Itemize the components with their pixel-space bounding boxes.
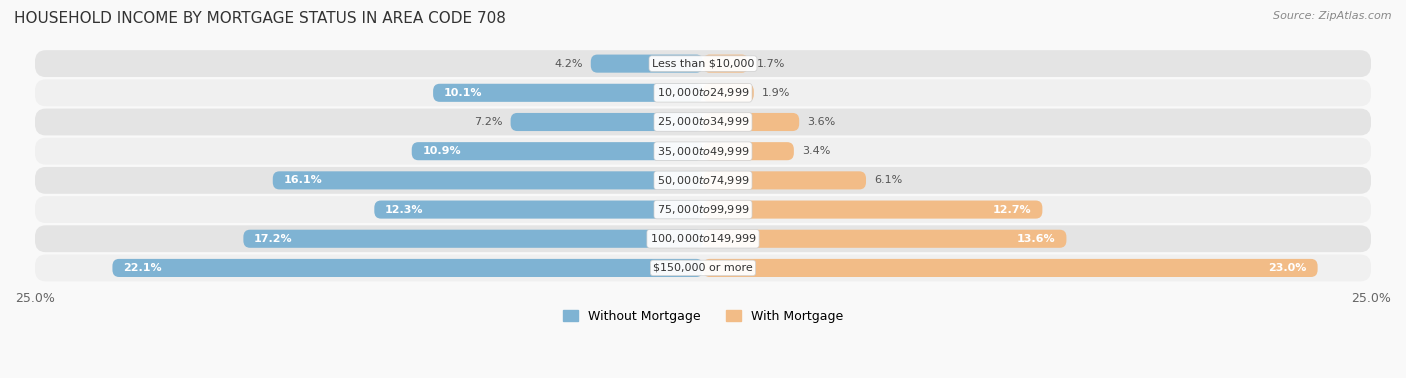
Text: HOUSEHOLD INCOME BY MORTGAGE STATUS IN AREA CODE 708: HOUSEHOLD INCOME BY MORTGAGE STATUS IN A… bbox=[14, 11, 506, 26]
Text: 16.1%: 16.1% bbox=[284, 175, 322, 185]
Text: 10.1%: 10.1% bbox=[444, 88, 482, 98]
Text: $50,000 to $74,999: $50,000 to $74,999 bbox=[657, 174, 749, 187]
FancyBboxPatch shape bbox=[35, 254, 1371, 281]
FancyBboxPatch shape bbox=[703, 84, 754, 102]
Text: $10,000 to $24,999: $10,000 to $24,999 bbox=[657, 86, 749, 99]
FancyBboxPatch shape bbox=[35, 50, 1371, 77]
Text: $25,000 to $34,999: $25,000 to $34,999 bbox=[657, 116, 749, 129]
FancyBboxPatch shape bbox=[591, 54, 703, 73]
FancyBboxPatch shape bbox=[273, 171, 703, 189]
Text: 12.3%: 12.3% bbox=[385, 204, 423, 215]
Text: 4.2%: 4.2% bbox=[554, 59, 582, 69]
FancyBboxPatch shape bbox=[35, 79, 1371, 106]
Text: 10.9%: 10.9% bbox=[422, 146, 461, 156]
FancyBboxPatch shape bbox=[703, 171, 866, 189]
FancyBboxPatch shape bbox=[35, 196, 1371, 223]
FancyBboxPatch shape bbox=[703, 54, 748, 73]
Text: Less than $10,000: Less than $10,000 bbox=[652, 59, 754, 69]
Text: 3.4%: 3.4% bbox=[801, 146, 831, 156]
FancyBboxPatch shape bbox=[510, 113, 703, 131]
FancyBboxPatch shape bbox=[35, 225, 1371, 252]
Text: 1.7%: 1.7% bbox=[756, 59, 785, 69]
FancyBboxPatch shape bbox=[703, 113, 799, 131]
FancyBboxPatch shape bbox=[703, 142, 794, 160]
Text: 6.1%: 6.1% bbox=[875, 175, 903, 185]
FancyBboxPatch shape bbox=[35, 167, 1371, 194]
Text: $35,000 to $49,999: $35,000 to $49,999 bbox=[657, 145, 749, 158]
Text: 17.2%: 17.2% bbox=[254, 234, 292, 244]
FancyBboxPatch shape bbox=[412, 142, 703, 160]
FancyBboxPatch shape bbox=[374, 200, 703, 218]
FancyBboxPatch shape bbox=[703, 259, 1317, 277]
Text: $100,000 to $149,999: $100,000 to $149,999 bbox=[650, 232, 756, 245]
FancyBboxPatch shape bbox=[112, 259, 703, 277]
Text: 22.1%: 22.1% bbox=[124, 263, 162, 273]
Text: 23.0%: 23.0% bbox=[1268, 263, 1308, 273]
Text: 13.6%: 13.6% bbox=[1017, 234, 1056, 244]
Text: 12.7%: 12.7% bbox=[993, 204, 1032, 215]
Text: 1.9%: 1.9% bbox=[762, 88, 790, 98]
FancyBboxPatch shape bbox=[433, 84, 703, 102]
Text: $75,000 to $99,999: $75,000 to $99,999 bbox=[657, 203, 749, 216]
Text: 3.6%: 3.6% bbox=[807, 117, 835, 127]
Legend: Without Mortgage, With Mortgage: Without Mortgage, With Mortgage bbox=[558, 305, 848, 328]
Text: $150,000 or more: $150,000 or more bbox=[654, 263, 752, 273]
FancyBboxPatch shape bbox=[243, 230, 703, 248]
Text: Source: ZipAtlas.com: Source: ZipAtlas.com bbox=[1274, 11, 1392, 21]
FancyBboxPatch shape bbox=[703, 230, 1066, 248]
FancyBboxPatch shape bbox=[35, 108, 1371, 135]
FancyBboxPatch shape bbox=[703, 200, 1042, 218]
FancyBboxPatch shape bbox=[35, 138, 1371, 164]
Text: 7.2%: 7.2% bbox=[474, 117, 502, 127]
